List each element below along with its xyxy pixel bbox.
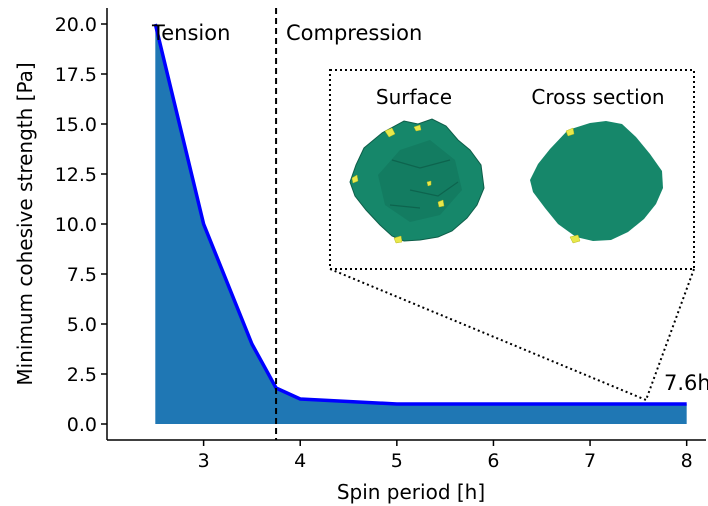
cross-section-yellow-spot bbox=[565, 127, 575, 137]
inset-connector-left bbox=[329, 268, 647, 401]
period-annotation: 7.6h bbox=[664, 371, 708, 395]
x-tick-label: 6 bbox=[487, 450, 499, 472]
y-axis-label: Minimum cohesive strength [Pa] bbox=[13, 62, 37, 385]
cross-section-render bbox=[530, 121, 663, 244]
surface-render bbox=[349, 118, 485, 244]
surface-yellow-spot bbox=[351, 174, 359, 184]
compression-label: Compression bbox=[286, 21, 422, 45]
surface-yellow-spot bbox=[426, 180, 432, 187]
y-tick-label: 10.0 bbox=[55, 214, 97, 236]
surface-yellow-spot bbox=[413, 124, 422, 132]
cross-section-label: Cross section bbox=[531, 85, 664, 109]
area-fill bbox=[155, 24, 687, 424]
x-tick-label: 4 bbox=[294, 450, 306, 472]
y-tick-label: 20.0 bbox=[55, 14, 97, 36]
surface-yellow-spot bbox=[437, 199, 445, 208]
y-tick-label: 5.0 bbox=[67, 314, 97, 336]
y-ticks: 0.0 2.5 5.0 7.5 10.0 12.5 15.0 17.5 20.0 bbox=[55, 14, 107, 436]
cross-section-yellow-spot bbox=[569, 234, 581, 244]
y-tick-label: 7.5 bbox=[67, 264, 97, 286]
x-tick-label: 5 bbox=[391, 450, 403, 472]
x-tick-label: 3 bbox=[198, 450, 210, 472]
x-axis-label: Spin period [h] bbox=[337, 480, 485, 504]
x-tick-label: 7 bbox=[584, 450, 596, 472]
y-tick-label: 2.5 bbox=[67, 364, 97, 386]
tension-label: Tension bbox=[151, 21, 230, 45]
surface-shape bbox=[349, 118, 485, 242]
surface-yellow-spot bbox=[384, 127, 396, 138]
surface-yellow-spot bbox=[393, 235, 403, 244]
series-line bbox=[153, 23, 687, 406]
y-tick-label: 0.0 bbox=[67, 414, 97, 436]
x-tick-label: 8 bbox=[681, 450, 693, 472]
inset: Surface Cross section bbox=[329, 69, 695, 401]
x-ticks: 3 4 5 6 7 8 bbox=[198, 440, 693, 472]
cross-section-shape bbox=[530, 121, 663, 241]
y-tick-label: 17.5 bbox=[55, 64, 97, 86]
surface-label: Surface bbox=[376, 85, 452, 109]
plot-area bbox=[153, 8, 687, 440]
surface-ridge bbox=[389, 159, 459, 209]
inset-connector-right bbox=[645, 268, 695, 401]
axes: 0.0 2.5 5.0 7.5 10.0 12.5 15.0 17.5 20.0 3 4 5 6 7 8 bbox=[55, 8, 706, 472]
y-tick-label: 12.5 bbox=[55, 164, 97, 186]
y-tick-label: 15.0 bbox=[55, 114, 97, 136]
